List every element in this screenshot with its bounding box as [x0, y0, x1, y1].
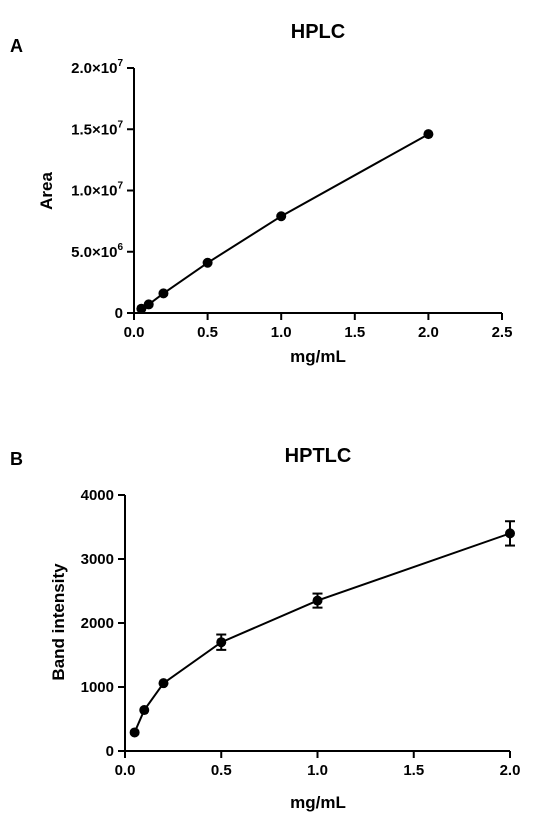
panel-a-x-tick-label: 2.0: [418, 324, 439, 341]
panel-b-x-tick-label: 1.5: [403, 762, 424, 779]
panel-b-data-point: [129, 727, 140, 738]
panel-a-y-tick-label: 1.5×107: [71, 119, 123, 138]
panel-b-series: [129, 520, 515, 738]
panel-b-data-point: [216, 637, 227, 648]
panel-a-x-tick-label: 1.0: [271, 324, 292, 341]
panel-a-y-axis-label: Area: [37, 172, 56, 210]
panel-a-y-tick-label: 2.0×107: [71, 58, 123, 77]
panel-b-y-tick-label: 4000: [81, 487, 114, 504]
panel-a-data-point: [158, 288, 169, 299]
panel-b-data-point: [312, 595, 323, 606]
panel-a-data-point: [423, 129, 434, 140]
panel-a-data-point: [276, 211, 287, 222]
panel-a-data-point: [143, 299, 154, 310]
panel-a-axes: 0.0 0.5 1.0 1.5 2.0 2.5 0 5.0×106 1.0×107 1.5×107…: [71, 58, 512, 341]
panel-b-x-tick-label: 0.0: [115, 762, 136, 779]
panel-b-y-tick-label: 2000: [81, 615, 114, 632]
panel-a-y-tick-label: 0: [115, 305, 123, 322]
panel-b-x-tick-label: 1.0: [307, 762, 328, 779]
panel-a-data-point: [136, 303, 147, 314]
panel-a-x-tick-label: 2.5: [492, 324, 513, 341]
panel-b-x-axis-label: mg/mL: [290, 793, 346, 812]
panel-b-hptlc-chart: B HPTLC mg/mL Band intensity 0.0 0.5 1.0 1.…: [10, 445, 520, 812]
panel-b-axes: 0.0 0.5 1.0 1.5 2.0 0 1000 2000 3000 4000: [81, 487, 521, 779]
panel-b-data-point: [158, 678, 169, 689]
panel-a-series: [136, 129, 434, 314]
panel-a-hplc-chart: A HPLC mg/mL Area 0.0 0.5 1.0 1.5 2.0 2.5 0 5.0…: [10, 21, 512, 366]
panel-a-x-axis-label: mg/mL: [290, 347, 346, 366]
panel-a-x-tick-label: 1.5: [344, 324, 365, 341]
panel-a-x-tick-label: 0.0: [124, 324, 145, 341]
panel-b-y-tick-label: 3000: [81, 551, 114, 568]
panel-a-y-tick-label: 1.0×107: [71, 181, 123, 200]
panel-a-title: HPLC: [291, 21, 345, 43]
panel-b-data-point: [139, 705, 150, 716]
panel-b-x-tick-label: 0.5: [211, 762, 232, 779]
panel-a-y-tick-label: 5.0×106: [71, 242, 123, 261]
panel-b-title: HPTLC: [285, 445, 352, 467]
panel-b-letter: B: [10, 449, 23, 469]
panel-b-y-axis-label: Band intensity: [49, 563, 68, 681]
panel-b-y-tick-label: 1000: [81, 679, 114, 696]
panel-b-series-line: [133, 532, 511, 733]
panel-a-data-point: [202, 257, 213, 268]
panel-a-letter: A: [10, 36, 23, 56]
panel-a-x-tick-label: 0.5: [197, 324, 218, 341]
panel-b-data-point: [505, 528, 515, 539]
panel-b-y-tick-label: 0: [106, 743, 114, 760]
panel-a-series-line: [140, 133, 429, 310]
panel-b-x-tick-label: 2.0: [500, 762, 521, 779]
